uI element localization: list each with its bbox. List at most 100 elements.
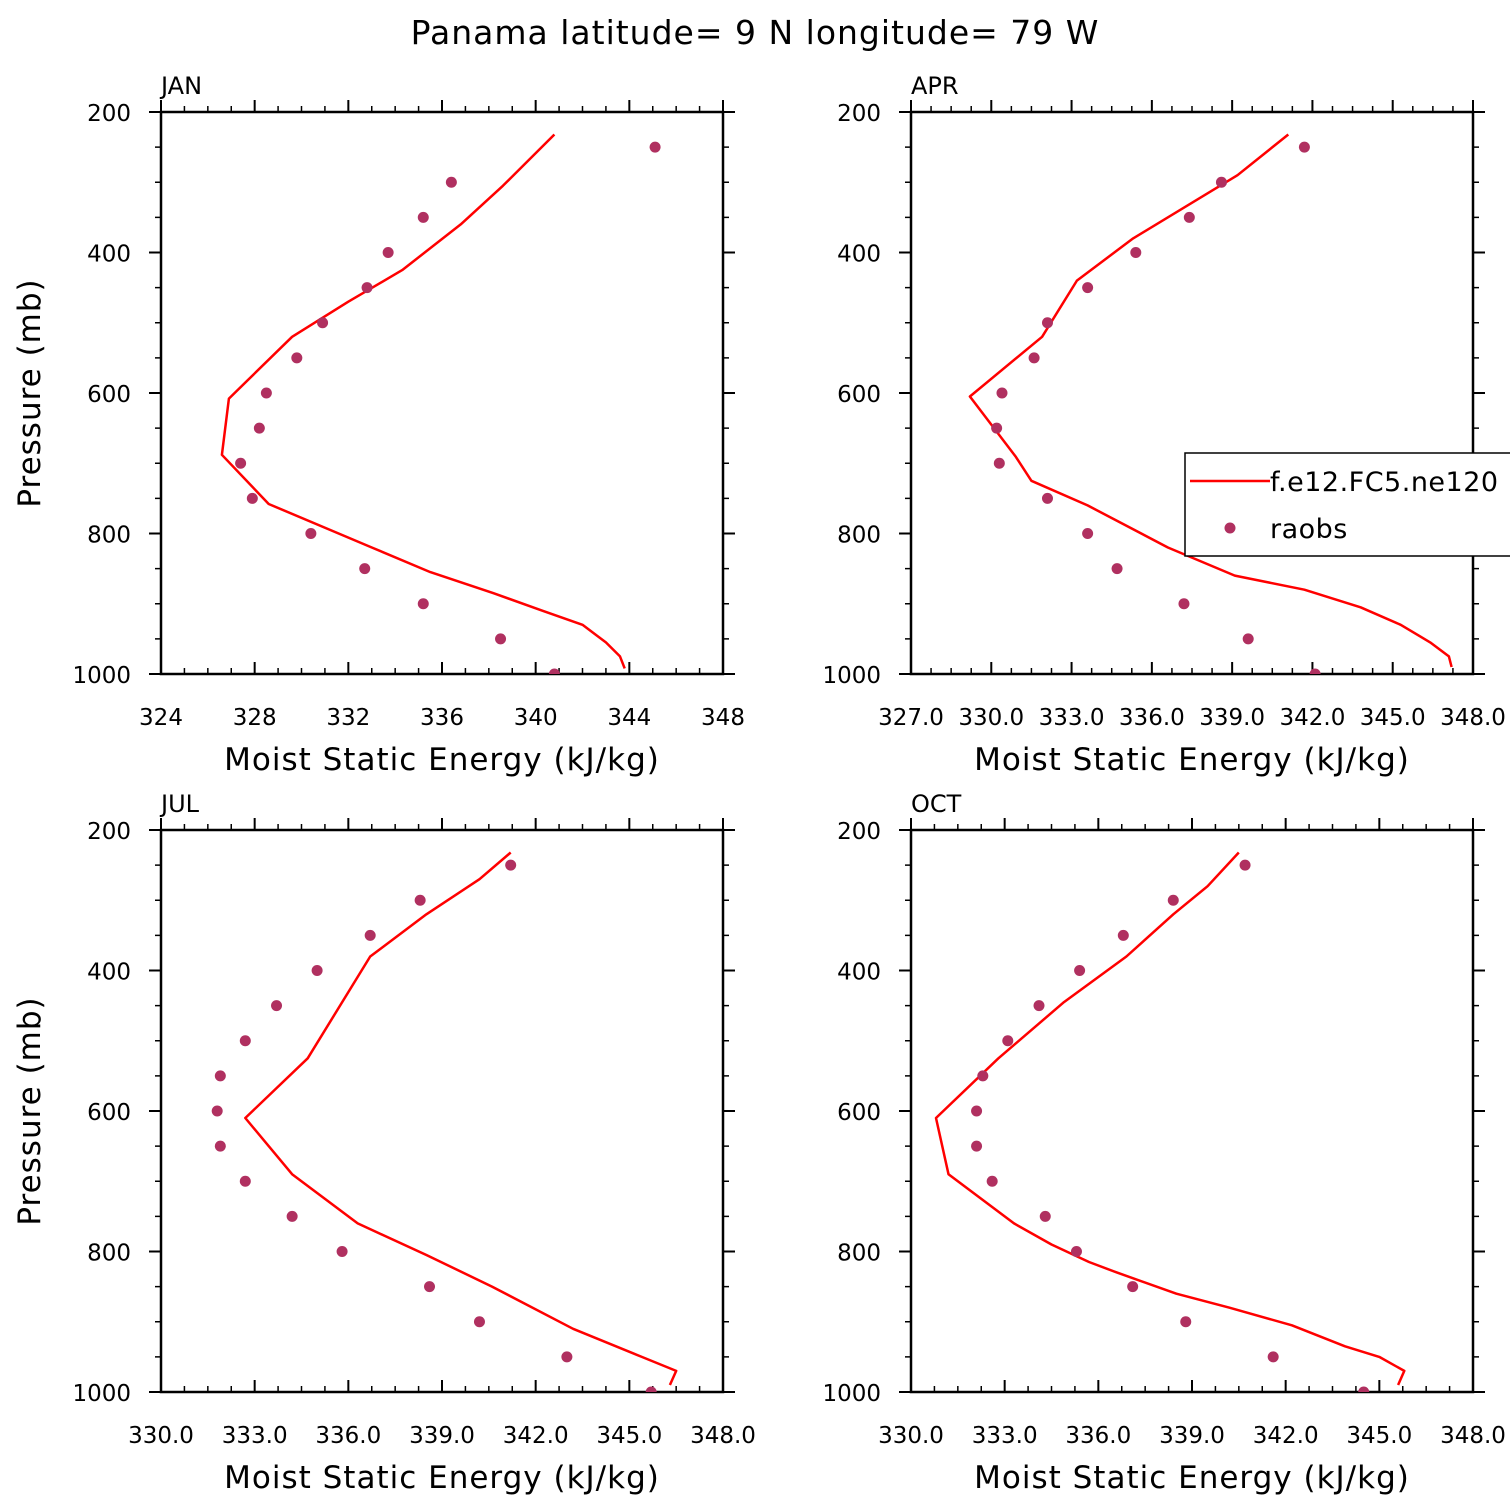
raobs-point — [211, 1105, 223, 1117]
raobs-point — [1074, 965, 1086, 976]
y-tick-label: 200 — [837, 819, 881, 845]
x-tick-label: 342.0 — [1253, 1423, 1319, 1449]
model-line-jan — [220, 133, 626, 669]
x-tick-label: 336.0 — [1119, 705, 1185, 731]
raobs-point — [1041, 492, 1053, 504]
raobs-point — [424, 1281, 436, 1293]
panels-layer: 324 328 332 336 340 344 348 200 400 600 800 1000 JAN… — [12, 72, 1506, 1496]
raobs-point — [271, 1000, 283, 1012]
x-tick-label: 336 — [420, 705, 464, 731]
raobs-point — [1002, 1035, 1014, 1047]
legend-label-raobs: raobs — [1270, 514, 1348, 545]
x-axis-label: Moist Static Energy (kJ/kg) — [974, 742, 1410, 778]
raobs-point — [239, 1035, 251, 1047]
x-tick-label: 342.0 — [1279, 705, 1345, 731]
panel-label-apr: APR — [911, 72, 959, 100]
panel-jul: 330.0 333.0 336.0 339.0 342.0 345.0 348.0 200 40… — [12, 790, 756, 1496]
y-tick-label: 600 — [87, 382, 131, 408]
y-tick-label: 800 — [87, 523, 131, 549]
legend: f.e12.FC5.ne120 raobs — [1184, 452, 1510, 557]
raobs-point — [1180, 1316, 1192, 1328]
raobs-point — [971, 1140, 983, 1152]
raobs-point — [1130, 247, 1142, 258]
x-tick-label: 345.0 — [1360, 705, 1426, 731]
y-tick-label: 800 — [87, 1241, 131, 1267]
x-tick-label: 336.0 — [315, 1423, 381, 1449]
raobs-point — [239, 1175, 251, 1187]
raobs-point — [417, 598, 429, 610]
raobs-point — [1178, 598, 1190, 610]
x-tick-label: 330.0 — [958, 705, 1024, 731]
raobs-point — [361, 282, 373, 294]
raobs-point — [311, 965, 323, 976]
raobs-point — [1117, 929, 1129, 941]
x-tick-label: 324 — [139, 705, 183, 731]
raobs-point — [996, 387, 1008, 399]
y-tick-label: 200 — [837, 101, 881, 127]
panel-label-oct: OCT — [911, 790, 962, 818]
panel-apr: 327.0 330.0 333.0 336.0 339.0 342.0 345.0 348.0… — [822, 72, 1505, 778]
raobs-point — [364, 929, 376, 941]
raobs-point — [993, 457, 1005, 469]
raobs-point — [495, 633, 507, 645]
y-tick-label: 400 — [87, 242, 131, 268]
raobs-point — [505, 859, 517, 871]
x-tick-label: 342.0 — [503, 1423, 569, 1449]
y-axis-label: Pressure (mb) — [12, 996, 48, 1225]
panel-jan: 324 328 332 336 340 344 348 200 400 600 800 1000 JAN… — [12, 72, 745, 778]
raobs-point — [1033, 1000, 1045, 1012]
x-tick-label: 344 — [607, 705, 651, 731]
y-tick-label: 1000 — [822, 1381, 881, 1407]
x-tick-label: 330.0 — [128, 1423, 194, 1449]
y-tick-label: 200 — [87, 819, 131, 845]
model-line-oct — [934, 851, 1406, 1386]
raobs-point — [1358, 1386, 1370, 1392]
raobs-point — [1070, 1246, 1082, 1257]
x-axis-label: Moist Static Energy (kJ/kg) — [224, 742, 660, 778]
raobs-point — [336, 1246, 348, 1257]
y-tick-label: 800 — [837, 1241, 881, 1267]
data-layer-jul — [211, 851, 678, 1392]
plot-frame-apr — [909, 110, 1475, 676]
x-tick-label: 333.0 — [972, 1423, 1038, 1449]
y-tick-label: 400 — [837, 242, 881, 268]
raobs-point — [260, 387, 272, 399]
y-tick-label: 600 — [837, 1100, 881, 1126]
raobs-point — [317, 317, 329, 329]
raobs-point — [305, 528, 317, 539]
plot-frame-jul — [159, 828, 725, 1394]
x-tick-label: 339.0 — [1199, 705, 1265, 731]
raobs-point — [1239, 859, 1251, 871]
raobs-point — [253, 422, 265, 434]
x-tick-label: 348.0 — [690, 1423, 756, 1449]
legend-box — [1184, 452, 1510, 557]
plot-frame-oct — [909, 828, 1475, 1394]
x-tick-label: 333.0 — [1039, 705, 1105, 731]
x-tick-label: 345.0 — [1346, 1423, 1412, 1449]
x-tick-label: 327.0 — [878, 705, 944, 731]
raobs-point — [1082, 282, 1094, 294]
raobs-point — [414, 894, 426, 906]
data-layer-apr — [968, 133, 1453, 674]
raobs-point — [382, 247, 394, 258]
raobs-point — [246, 492, 258, 504]
raobs-point — [1298, 141, 1310, 153]
raobs-point — [291, 352, 303, 364]
raobs-point — [561, 1351, 573, 1363]
y-tick-label: 1000 — [822, 663, 881, 689]
y-tick-label: 200 — [87, 101, 131, 127]
model-line-apr — [968, 133, 1453, 668]
x-tick-label: 345.0 — [596, 1423, 662, 1449]
x-tick-label: 348 — [701, 705, 745, 731]
data-layer-oct — [934, 851, 1406, 1392]
raobs-point — [1127, 1281, 1139, 1293]
y-tick-label: 600 — [837, 382, 881, 408]
raobs-point — [548, 668, 560, 674]
raobs-point — [1039, 1210, 1051, 1222]
raobs-point — [971, 1105, 983, 1117]
x-tick-label: 339.0 — [409, 1423, 475, 1449]
panel-oct: 330.0 333.0 336.0 339.0 342.0 345.0 348.0 200 40… — [822, 790, 1505, 1496]
x-axis-label: Moist Static Energy (kJ/kg) — [974, 1460, 1410, 1496]
x-tick-label: 336.0 — [1065, 1423, 1131, 1449]
raobs-point — [1167, 894, 1179, 906]
